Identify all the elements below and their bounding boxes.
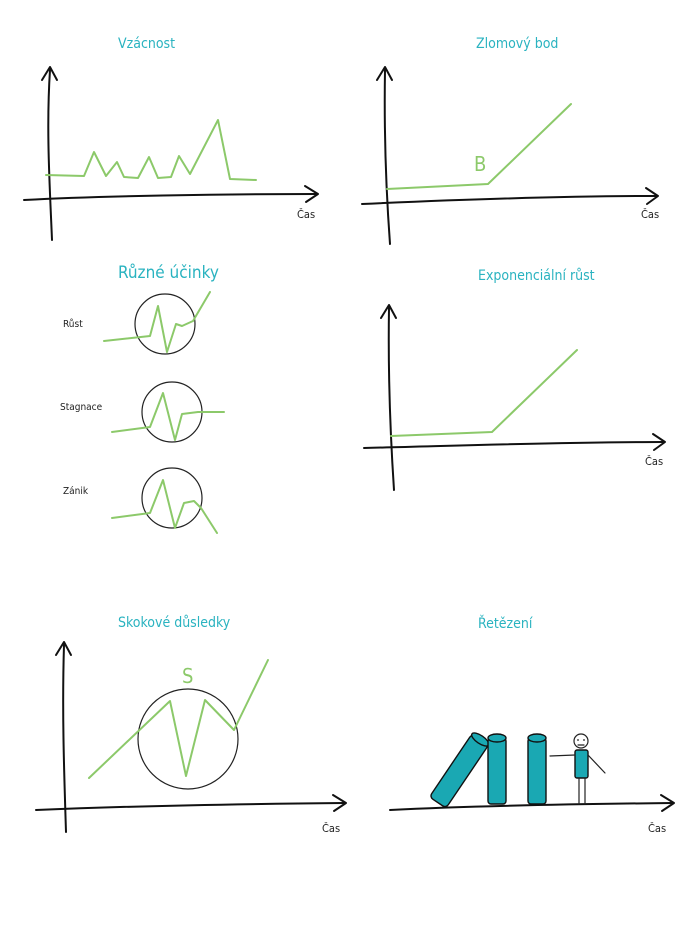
x-axis: [35, 802, 345, 811]
figure-arm: [587, 754, 606, 774]
panel-title: Exponenciální růst: [478, 268, 595, 284]
series-line: [111, 392, 225, 441]
panel-zlomovy-bod: Zlomový bod B Čas: [361, 36, 659, 245]
x-axis-arrow: [652, 433, 666, 451]
row-stagnace: Stagnace: [60, 381, 225, 443]
x-axis-arrow: [332, 794, 347, 812]
stick-figure: [549, 733, 606, 805]
ground-line: [389, 802, 673, 811]
series-line: [88, 659, 269, 779]
domino-standing: [527, 733, 547, 805]
x-axis-label: Čas: [322, 822, 340, 835]
x-axis-arrow: [304, 185, 319, 203]
x-axis: [363, 441, 664, 449]
panel-title: Různé účinky: [118, 263, 219, 283]
figure-shirt: [574, 749, 589, 779]
y-axis-arrow: [41, 66, 58, 81]
row-zanik: Zánik: [63, 467, 218, 534]
figure-arm: [549, 754, 576, 757]
series-line: [103, 291, 211, 353]
panel-exponencialni-rust: Exponenciální růst Čas: [363, 268, 666, 491]
x-axis: [23, 193, 317, 201]
x-axis-label: Čas: [641, 208, 659, 221]
panel-title: Zlomový bod: [476, 36, 558, 52]
y-axis: [47, 69, 53, 241]
x-axis-label: Čas: [645, 455, 663, 468]
x-axis-label: Čas: [297, 208, 315, 221]
zoom-circle: [141, 467, 203, 529]
y-axis: [383, 69, 391, 245]
breakpoint-mark: B: [474, 152, 486, 176]
row-label: Zánik: [63, 485, 89, 497]
series-line: [111, 479, 218, 534]
panel-title: Řetězení: [478, 615, 533, 632]
panel-ruzne-ucinky: Různé účinky Růst Stagnace Zánik: [60, 263, 225, 534]
x-axis: [361, 195, 657, 205]
panel-title: Skokové důsledky: [118, 615, 231, 631]
y-axis: [387, 307, 395, 491]
row-label: Stagnace: [60, 402, 103, 413]
zoom-circle: [134, 293, 196, 355]
row-label: Růst: [63, 318, 83, 330]
y-axis-arrow: [55, 641, 72, 656]
domino-falling: [430, 732, 490, 808]
series-line: [386, 103, 572, 190]
y-axis-arrow: [380, 304, 397, 319]
figure-head: [573, 733, 589, 749]
x-axis-label: Čas: [648, 822, 666, 835]
panel-vzacnost: Vzácnost Čas: [23, 36, 319, 241]
panel-skokove-dusledky: Skokové důsledky S Čas: [35, 615, 347, 835]
jump-mark: S: [182, 664, 193, 688]
y-axis-arrow: [376, 66, 393, 81]
panel-title: Vzácnost: [118, 36, 175, 52]
panel-retezeni: Řetězení Čas: [389, 615, 675, 835]
series-line: [45, 119, 257, 181]
x-axis-arrow: [645, 187, 659, 205]
ground-arrow: [660, 794, 675, 812]
series-line: [390, 349, 578, 437]
zoom-circle: [137, 688, 239, 790]
y-axis: [62, 644, 67, 833]
row-rust: Růst: [63, 291, 211, 355]
domino-standing: [487, 733, 507, 805]
